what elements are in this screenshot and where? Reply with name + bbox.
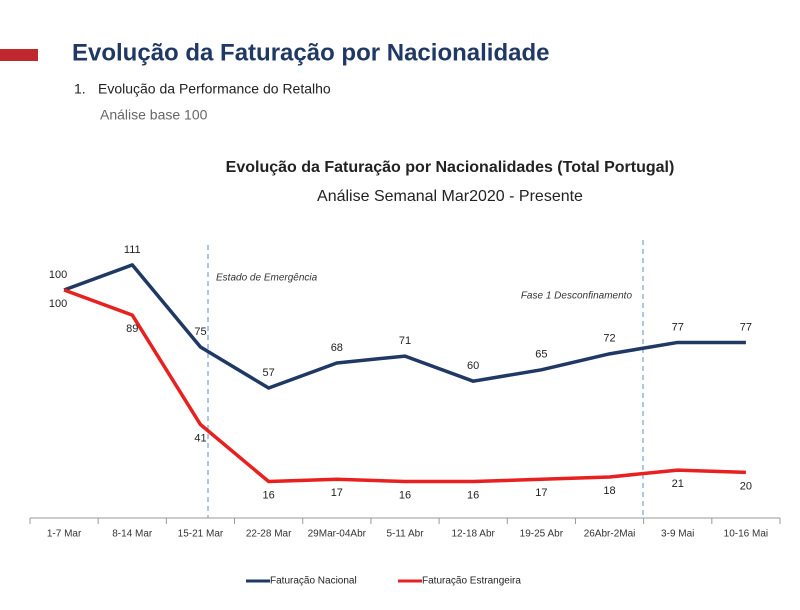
- data-label: 72: [603, 333, 615, 345]
- data-label: 20: [740, 480, 752, 492]
- data-label: 77: [672, 321, 684, 333]
- accent-bar: [0, 49, 38, 61]
- x-tick-label: 8-14 Mar: [112, 529, 153, 540]
- x-tick-label: 3-9 Mai: [661, 529, 694, 540]
- slide-title: Evolução da Faturação por Nacionalidade: [72, 39, 549, 66]
- data-label: 100: [49, 298, 67, 310]
- section-note: Análise base 100: [100, 107, 208, 123]
- annotation: Estado de Emergência: [216, 273, 318, 284]
- x-tick-label: 1-7 Mar: [47, 529, 82, 540]
- x-tick-label: 10-16 Mai: [724, 529, 768, 540]
- data-label: 111: [124, 244, 141, 256]
- data-label: 65: [535, 349, 547, 361]
- annotation: Fase 1 Desconfinamento: [521, 291, 633, 302]
- legend-label: Faturação Estrangeira: [422, 576, 521, 587]
- data-label: 21: [672, 478, 684, 490]
- section-title: Evolução da Performance do Retalho: [98, 81, 331, 97]
- data-label: 18: [603, 485, 615, 497]
- legend-label: Faturação Nacional: [270, 576, 357, 587]
- series-line: [63, 288, 746, 484]
- x-tick-label: 15-21 Mar: [178, 529, 224, 540]
- data-label: 77: [740, 321, 752, 333]
- data-label: 17: [331, 487, 343, 499]
- series-line: [63, 263, 746, 390]
- data-label: 100: [49, 269, 67, 281]
- section-number: 1.: [74, 81, 86, 97]
- chart-title: Evolução da Faturação por Nacionalidades…: [226, 159, 675, 176]
- chart-subtitle: Análise Semanal Mar2020 - Presente: [317, 188, 583, 205]
- x-tick-label: 12-18 Abr: [451, 529, 495, 540]
- data-label: 60: [467, 360, 479, 372]
- data-label: 57: [263, 367, 275, 379]
- data-label: 89: [126, 323, 138, 335]
- data-label: 16: [263, 489, 275, 501]
- x-tick-label: 19-25 Abr: [520, 529, 564, 540]
- x-tick-label: 22-28 Mar: [246, 529, 292, 540]
- x-tick-label: 29Mar-04Abr: [308, 529, 367, 540]
- data-label: 16: [467, 489, 479, 501]
- x-tick-label: 5-11 Abr: [386, 529, 424, 540]
- data-label: 16: [399, 489, 411, 501]
- data-label: 68: [331, 342, 343, 354]
- data-label: 17: [535, 487, 547, 499]
- data-label: 75: [194, 326, 206, 338]
- data-label: 41: [194, 432, 206, 444]
- data-label: 71: [399, 335, 411, 347]
- x-tick-label: 26Abr-2Mai: [584, 529, 636, 540]
